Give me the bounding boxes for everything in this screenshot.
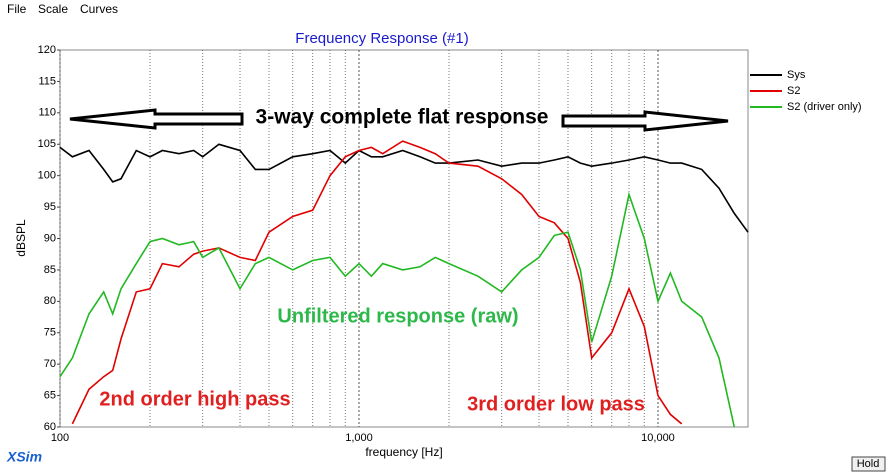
y-tick-label: 115 [38, 75, 56, 87]
menu-item[interactable]: Scale [38, 2, 68, 16]
y-tick-label: 85 [44, 264, 56, 276]
y-tick-label: 65 [44, 389, 56, 401]
x-tick-label: 100 [51, 432, 69, 444]
y-tick-label: 80 [44, 295, 56, 307]
y-tick-label: 60 [44, 421, 56, 433]
hold-button[interactable] [851, 456, 886, 472]
y-tick-label: 95 [44, 201, 56, 213]
y-tick-label: 100 [38, 170, 56, 182]
y-tick-label: 105 [38, 138, 56, 150]
menu-bar [0, 0, 890, 20]
hold-button-label[interactable]: Hold [857, 458, 880, 470]
y-axis-label: dBSPL [14, 219, 28, 257]
annotation: 3-way complete flat response [256, 106, 549, 129]
annotation: Unfiltered response (raw) [277, 305, 518, 327]
plot-area: 60 65 70 75 80 85 90 95 100 105 110 115 120 100 1,000 1… [38, 44, 862, 444]
arrow-right [561, 110, 729, 132]
y-tick-label: 120 [38, 44, 56, 56]
chart-title: Frequency Response (#1) [295, 30, 468, 47]
series-line [59, 191, 736, 428]
annotation: 3rd order low pass [467, 393, 645, 415]
x-axis-label: frequency [Hz] [365, 445, 442, 459]
y-tick-label: 90 [44, 232, 56, 244]
legend-label: S2 (driver only) [787, 101, 862, 113]
series-line [71, 140, 683, 425]
app-name: XSim [6, 449, 42, 465]
series-line [59, 143, 749, 233]
menu-item[interactable]: Curves [80, 2, 118, 16]
legend-label: Sys [787, 69, 806, 81]
y-tick-label: 75 [44, 327, 56, 339]
menu-item[interactable]: File [7, 2, 27, 16]
y-tick-label: 70 [44, 358, 56, 370]
y-tick-label: 110 [38, 107, 56, 119]
x-tick-label: 1,000 [345, 432, 373, 444]
x-tick-label: 10,000 [641, 432, 675, 444]
legend-label: S2 [787, 85, 800, 97]
annotation: 2nd order high pass [99, 388, 290, 410]
arrow-left [69, 108, 244, 130]
